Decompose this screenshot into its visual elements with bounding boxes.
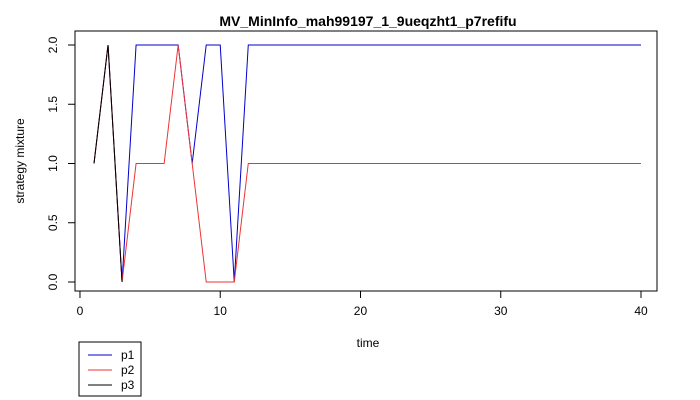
series-line-p3 [93, 44, 123, 283]
plot-frame [74, 30, 658, 292]
chart-title: MV_MinInfo_mah99197_1_9ueqzht1_p7refifu [219, 13, 516, 29]
y-tick-label: 0.5 [46, 214, 60, 231]
x-tick-label: 0 [77, 304, 84, 318]
y-tick-label: 1.5 [46, 96, 60, 113]
legend-label-p1: p1 [121, 348, 135, 362]
y-tick-label: 0.0 [46, 273, 60, 290]
y-tick-label: 2.0 [46, 36, 60, 53]
x-axis: 0 10 20 30 40 [77, 290, 648, 318]
x-axis-label: time [357, 336, 380, 350]
x-tick-label: 10 [214, 304, 228, 318]
y-tick-label: 1.0 [46, 155, 60, 172]
y-axis-label: strategy mixture [13, 118, 27, 204]
legend-label-p2: p2 [121, 363, 135, 377]
x-tick-label: 30 [494, 304, 508, 318]
legend-label-p3: p3 [121, 378, 135, 392]
series-layer [93, 44, 641, 283]
x-tick-label: 40 [634, 304, 648, 318]
legend-box [78, 341, 142, 397]
series-line-p2 [93, 44, 641, 283]
x-tick-label: 20 [354, 304, 368, 318]
y-axis: 0.0 0.5 1.0 1.5 2.0 [46, 36, 76, 290]
